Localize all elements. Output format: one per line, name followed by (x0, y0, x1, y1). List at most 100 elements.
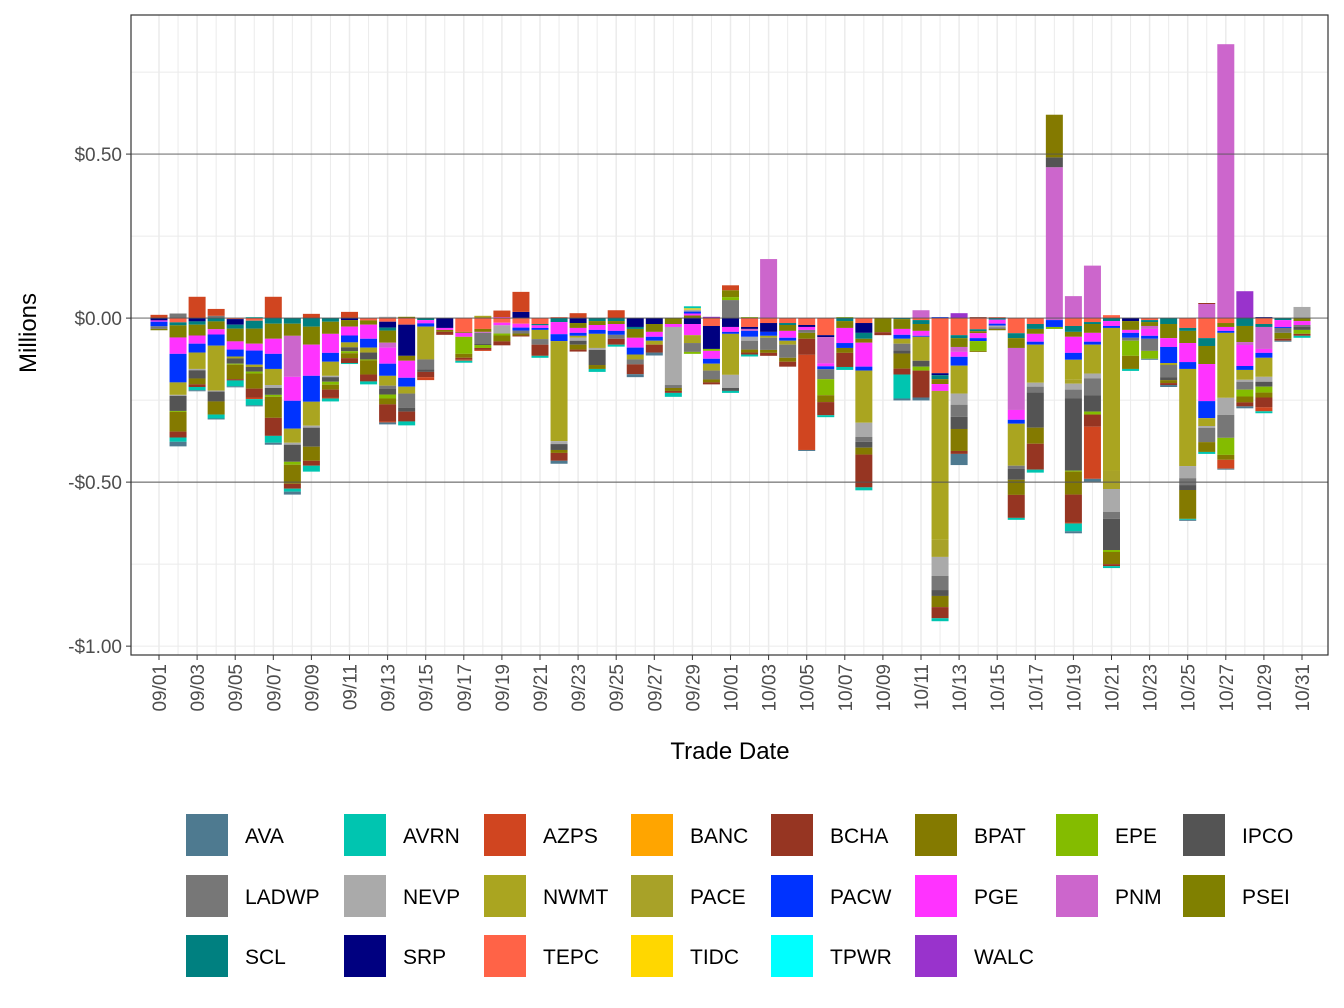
x-tick-label: 10/27 (1217, 664, 1238, 712)
bar-10-06 (817, 318, 835, 418)
bar-segment-avrn (531, 355, 549, 358)
bar-segment-bcha (893, 368, 911, 375)
bar-segment-ipco (379, 388, 397, 395)
bar-segment-azps (321, 397, 339, 399)
bar-segment-pacw (969, 338, 987, 342)
bar-segment-nwmt (1064, 359, 1082, 380)
bar-segment-ava (912, 397, 930, 401)
bar-segment-nevp (493, 325, 511, 334)
bar-segment-ipco (245, 366, 263, 372)
bar-segment-pge (836, 327, 854, 344)
bar-segment-pacw (188, 343, 206, 353)
bar-segment-pnm (912, 310, 930, 319)
bar-segment-tepc (817, 318, 835, 336)
bar-segment-azps (417, 377, 435, 381)
bar-segment-bcha (1083, 414, 1101, 427)
bar-segment-pacw (1064, 352, 1082, 360)
bar-segment-azps (722, 285, 739, 291)
bar-segment-ava (1274, 340, 1292, 342)
bar-segment-epe (1103, 550, 1120, 552)
bar-segment-bcha (550, 452, 568, 461)
bar-segment-psei (493, 335, 511, 342)
y-tick-label: -$1.00 (68, 637, 122, 658)
bar-segment-epe (836, 317, 854, 319)
bar-segment-azps (341, 311, 358, 319)
bar-segment-scl (1160, 318, 1178, 325)
bar-segment-pacw (512, 327, 530, 331)
bar-segment-pacw (912, 335, 930, 337)
bar-segment-ladwp (1179, 478, 1197, 486)
legend-key (1183, 814, 1225, 856)
bar-segment-pge (1274, 320, 1292, 327)
bar-segment-avrn (245, 399, 263, 406)
bar-segment-scl (588, 318, 606, 322)
bar-segment-avrn (226, 380, 244, 387)
bar-segment-avrn (1103, 566, 1120, 569)
bar-segment-pge (588, 324, 606, 330)
bar-segment-bcha (283, 483, 301, 489)
bar-segment-ipco (912, 360, 930, 367)
bar-segment-ladwp (855, 436, 873, 442)
bar-segment-nwmt (1103, 327, 1120, 471)
bar-segment-bcha (512, 335, 530, 337)
bar-segment-pge (722, 326, 739, 332)
legend-item-ladwp: LADWP (186, 875, 320, 917)
bar-segment-pge (1198, 364, 1216, 402)
bar-09-13 (379, 316, 397, 425)
bar-segment-pacw (226, 349, 244, 357)
bar-segment-nwmt (1179, 368, 1197, 467)
bar-segment-bcha (874, 332, 892, 336)
bar-segment-nevp (379, 316, 397, 319)
bar-segment-pge (436, 327, 454, 330)
legend-item-banc: BANC (631, 814, 748, 856)
bar-segment-nwmt (1160, 363, 1178, 366)
bar-segment-tepc (1083, 318, 1101, 323)
bar-segment-nevp (1255, 376, 1273, 382)
legend-item-scl: SCL (186, 935, 286, 977)
bar-segment-bpat (512, 333, 530, 336)
bar-segment-pacw (302, 375, 320, 402)
bar-segment-bpat (245, 373, 263, 389)
legend-label: TPWR (830, 946, 892, 969)
bar-segment-pge (360, 324, 378, 339)
bar-10-31 (1293, 306, 1311, 338)
bar-segment-bcha (855, 454, 873, 488)
bar-segment-psei (874, 318, 892, 333)
bar-segment-srp (722, 318, 739, 327)
bar-segment-avrn (683, 306, 701, 309)
legend-key (771, 935, 813, 977)
bar-segment-avrn (341, 363, 358, 365)
bar-segment-ladwp (1160, 365, 1178, 378)
legend-label: NEVP (403, 886, 460, 909)
bar-segment-ladwp (1122, 337, 1140, 341)
bar-segment-bpat (321, 384, 339, 390)
bar-09-15 (417, 318, 435, 381)
bar-segment-bcha (245, 388, 263, 398)
bar-segment-scl (1255, 324, 1273, 327)
bar-segment-scl (607, 318, 625, 322)
x-tick-label: 09/11 (341, 664, 362, 710)
bar-segment-bpat (1255, 392, 1273, 398)
bar-segment-pacw (950, 356, 968, 366)
x-tick-label: 10/23 (1141, 664, 1162, 712)
bar-segment-tepc (169, 318, 187, 323)
bar-segment-pge (1007, 409, 1025, 420)
bar-segment-bcha (417, 371, 435, 378)
bar-segment-ipco (1064, 398, 1082, 471)
bar-segment-pge (264, 338, 282, 354)
bar-segment-bpat (264, 396, 282, 418)
x-tick-label: 10/25 (1179, 664, 1200, 712)
bar-segment-bcha (664, 390, 682, 393)
bar-segment-pacw (626, 347, 644, 355)
bar-segment-pge (226, 341, 244, 350)
bar-segment-epe (702, 348, 720, 351)
bar-segment-avrn (264, 435, 282, 443)
bar-segment-tidc (683, 308, 701, 310)
legend-item-ipco: IPCO (1183, 814, 1293, 856)
x-tick-label: 10/17 (1026, 664, 1047, 712)
bar-segment-pge (607, 324, 625, 331)
bar-segment-epe (683, 351, 701, 354)
reference-lines (131, 153, 1328, 483)
bar-segment-avrn (1198, 451, 1216, 454)
bar-09-09 (302, 313, 320, 472)
